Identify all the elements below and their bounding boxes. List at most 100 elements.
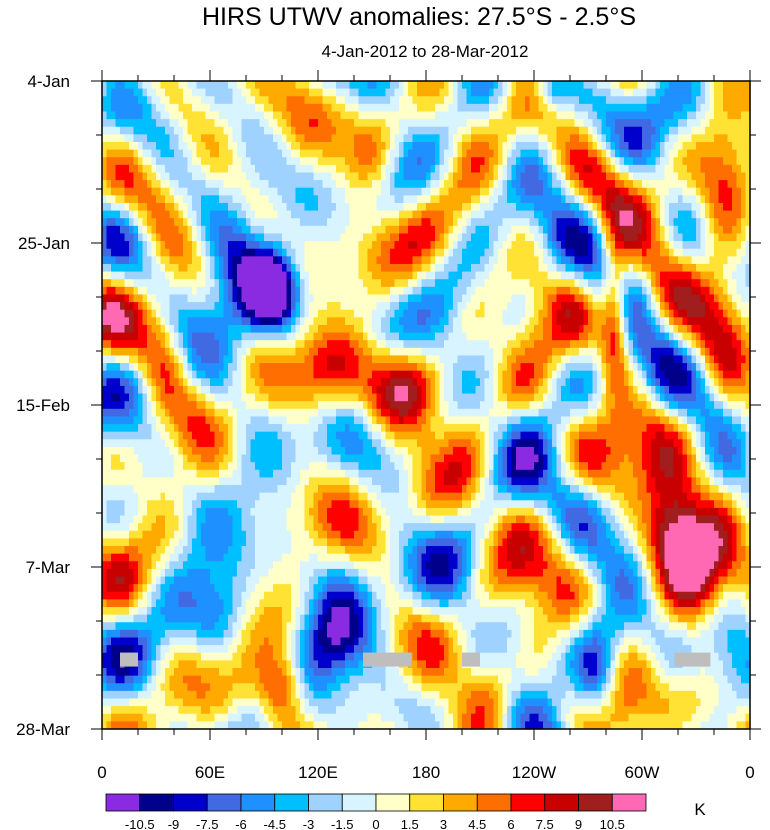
heatmap-cell <box>142 248 148 257</box>
heatmap-cell <box>601 271 607 280</box>
heatmap-cell <box>259 202 265 212</box>
heatmap-cell <box>390 157 396 166</box>
heatmap-cell <box>151 111 157 120</box>
heatmap-cell <box>381 180 387 189</box>
heatmap-cell <box>714 149 720 158</box>
heatmap-cell <box>471 126 477 135</box>
heatmap-cell <box>718 126 724 135</box>
heatmap-cell <box>160 218 166 227</box>
heatmap-cell <box>417 302 423 311</box>
heatmap-cell <box>579 218 585 227</box>
heatmap-cell <box>682 157 688 166</box>
heatmap-cell <box>151 340 157 349</box>
heatmap-cell <box>597 210 603 219</box>
heatmap-cell <box>727 119 733 128</box>
heatmap-cell <box>520 248 526 257</box>
heatmap-cell <box>372 332 378 341</box>
heatmap-cell <box>664 302 670 311</box>
heatmap-cell <box>705 149 711 158</box>
heatmap-cell <box>223 233 229 242</box>
heatmap-cell <box>219 88 225 97</box>
heatmap-cell <box>736 332 742 341</box>
heatmap-cell <box>147 256 153 265</box>
heatmap-cell <box>741 324 747 334</box>
heatmap-cell <box>678 172 684 181</box>
heatmap-cell <box>597 141 603 151</box>
heatmap-cell <box>426 286 432 296</box>
heatmap-cell <box>493 317 499 326</box>
heatmap-cell <box>214 187 220 196</box>
heatmap-cell <box>318 286 324 296</box>
heatmap-cell <box>358 294 364 303</box>
heatmap-cell <box>336 172 342 181</box>
heatmap-cell <box>295 157 301 166</box>
heatmap-cell <box>273 263 279 273</box>
heatmap-cell <box>462 317 468 326</box>
heatmap-cell <box>498 126 504 135</box>
heatmap-cell <box>417 210 423 219</box>
heatmap-cell <box>493 309 499 318</box>
heatmap-cell <box>349 172 355 181</box>
heatmap-cell <box>493 340 499 349</box>
heatmap-cell <box>183 225 189 235</box>
heatmap-cell <box>669 81 675 90</box>
heatmap-cell <box>147 149 153 158</box>
heatmap-cell <box>304 241 310 250</box>
heatmap-cell <box>241 263 247 273</box>
heatmap-cell <box>637 157 643 166</box>
heatmap-cell <box>556 126 562 135</box>
heatmap-cell <box>507 187 513 196</box>
heatmap-cell <box>399 111 405 120</box>
heatmap-cell <box>736 324 742 334</box>
heatmap-cell <box>309 96 315 105</box>
heatmap-cell <box>210 164 216 174</box>
heatmap-cell <box>597 317 603 326</box>
heatmap-cell <box>417 309 423 318</box>
heatmap-cell <box>552 324 558 334</box>
heatmap-cell <box>313 279 319 288</box>
heatmap-cell <box>709 317 715 326</box>
heatmap-cell <box>538 248 544 257</box>
heatmap-cell <box>516 324 522 334</box>
heatmap-cell <box>556 141 562 151</box>
heatmap-cell <box>439 241 445 250</box>
heatmap-cell <box>579 233 585 242</box>
heatmap-cell <box>714 187 720 196</box>
heatmap-cell <box>300 286 306 296</box>
heatmap-cell <box>363 241 369 250</box>
heatmap-cell <box>426 340 432 349</box>
heatmap-cell <box>619 218 625 227</box>
heatmap-cell <box>516 141 522 151</box>
heatmap-cell <box>538 180 544 189</box>
heatmap-cell <box>295 302 301 311</box>
heatmap-cell <box>349 195 355 204</box>
heatmap-cell <box>673 141 679 151</box>
heatmap-cell <box>745 180 751 189</box>
heatmap-cell <box>471 141 477 151</box>
heatmap-cell <box>651 302 657 311</box>
heatmap-cell <box>160 263 166 273</box>
heatmap-cell <box>507 180 513 189</box>
heatmap-cell <box>646 218 652 227</box>
heatmap-cell <box>489 119 495 128</box>
heatmap-cell <box>421 141 427 151</box>
heatmap-cell <box>552 157 558 166</box>
heatmap-cell <box>597 256 603 265</box>
heatmap-cell <box>259 309 265 318</box>
heatmap-cell <box>219 271 225 280</box>
heatmap-cell <box>619 202 625 212</box>
heatmap-cell <box>597 302 603 311</box>
heatmap-cell <box>187 96 193 105</box>
heatmap-cell <box>525 88 531 97</box>
heatmap-cell <box>277 164 283 174</box>
heatmap-cell <box>349 134 355 143</box>
heatmap-cell <box>484 225 490 235</box>
heatmap-cell <box>421 225 427 235</box>
heatmap-cell <box>453 111 459 120</box>
heatmap-cell <box>147 302 153 311</box>
heatmap-cell <box>570 248 576 257</box>
heatmap-cell <box>291 141 297 151</box>
heatmap-cell <box>277 286 283 296</box>
heatmap-cell <box>673 302 679 311</box>
heatmap-cell <box>268 187 274 196</box>
